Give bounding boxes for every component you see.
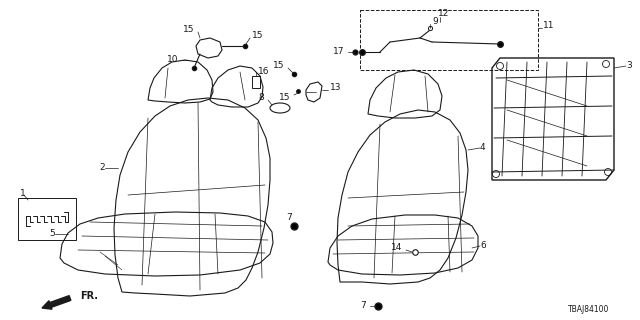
Text: 15: 15 xyxy=(182,26,194,35)
Text: 16: 16 xyxy=(258,68,269,76)
Text: 3: 3 xyxy=(626,61,632,70)
Text: 12: 12 xyxy=(438,10,449,19)
Text: 4: 4 xyxy=(480,143,486,153)
Text: 13: 13 xyxy=(330,84,342,92)
Text: 15: 15 xyxy=(273,61,284,70)
Text: 5: 5 xyxy=(49,229,55,238)
Bar xyxy=(252,76,260,88)
Text: 6: 6 xyxy=(480,242,486,251)
Text: 14: 14 xyxy=(390,244,402,252)
Text: 9: 9 xyxy=(432,18,438,27)
FancyArrow shape xyxy=(42,296,71,309)
Text: FR.: FR. xyxy=(80,291,98,301)
Text: 7: 7 xyxy=(360,301,366,310)
Text: 10: 10 xyxy=(166,55,178,65)
Text: TBAJ84100: TBAJ84100 xyxy=(568,306,609,315)
Text: 1: 1 xyxy=(20,188,26,197)
Bar xyxy=(360,10,538,70)
Text: 17: 17 xyxy=(333,47,344,57)
Text: 8: 8 xyxy=(259,93,264,102)
Text: 11: 11 xyxy=(543,21,554,30)
Text: 7: 7 xyxy=(286,213,292,222)
Text: 2: 2 xyxy=(99,164,105,172)
Text: 15: 15 xyxy=(252,31,264,41)
Bar xyxy=(18,198,76,240)
Text: 15: 15 xyxy=(278,93,290,102)
